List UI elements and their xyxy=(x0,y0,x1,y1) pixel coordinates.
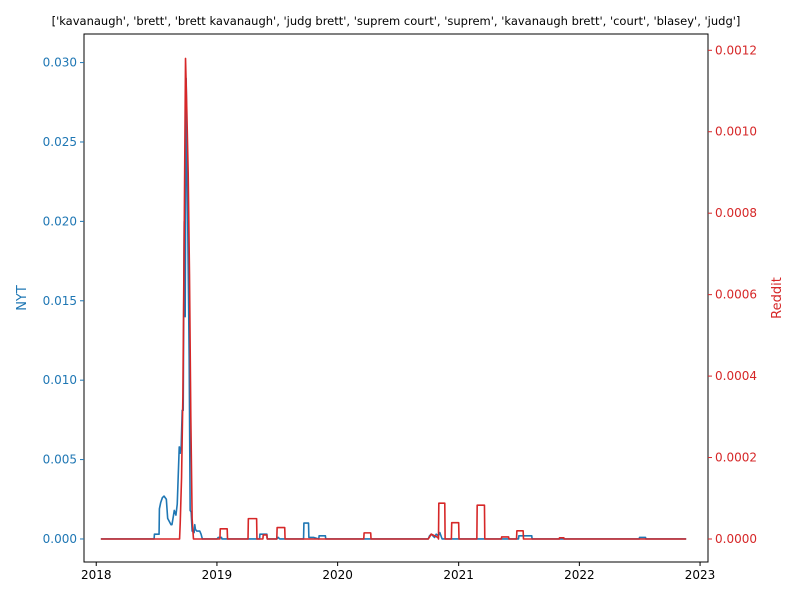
x-tick-label: 2023 xyxy=(685,568,716,582)
plot-frame xyxy=(83,33,709,563)
y-right-axis: 0.0000 0.0002 0.0004 0.0006 0.0008 0.0010 0.00… xyxy=(708,43,757,546)
left-axis-label: NYT xyxy=(15,285,30,311)
y-right-tick-label: 0.0000 xyxy=(715,532,757,546)
y-left-tick-label: 0.020 xyxy=(43,214,77,228)
y-left-tick-label: 0.015 xyxy=(43,294,77,308)
chart-title: ['kavanaugh', 'brett', 'brett kavanaugh'… xyxy=(52,14,741,28)
x-tick-label: 2022 xyxy=(564,568,595,582)
y-left-tick-label: 0.025 xyxy=(43,135,77,149)
right-axis-label: Reddit xyxy=(770,277,785,319)
y-right-tick-label: 0.0006 xyxy=(715,288,757,302)
y-left-tick-label: 0.005 xyxy=(43,453,77,467)
y-right-tick-label: 0.0002 xyxy=(715,451,757,465)
series-line-reddit xyxy=(100,57,687,540)
series-line-nyt xyxy=(100,77,687,540)
x-tick-label: 2019 xyxy=(202,568,233,582)
y-right-tick-label: 0.0004 xyxy=(715,369,757,383)
x-tick-label: 2021 xyxy=(443,568,474,582)
y-left-tick-label: 0.030 xyxy=(43,56,77,70)
y-right-tick-label: 0.0012 xyxy=(715,43,757,57)
x-tick-label: 2020 xyxy=(322,568,353,582)
y-left-tick-label: 0.000 xyxy=(43,532,77,546)
y-left-tick-label: 0.010 xyxy=(43,373,77,387)
x-axis: 2018 2019 2020 2021 2022 2023 xyxy=(81,562,715,582)
y-left-axis: 0.000 0.005 0.010 0.015 0.020 0.025 0.030 xyxy=(43,56,84,546)
y-right-tick-label: 0.0010 xyxy=(715,125,757,139)
plot-area xyxy=(83,33,709,563)
x-tick-label: 2018 xyxy=(81,568,112,582)
series-layer xyxy=(100,57,687,540)
y-right-tick-label: 0.0008 xyxy=(715,206,757,220)
